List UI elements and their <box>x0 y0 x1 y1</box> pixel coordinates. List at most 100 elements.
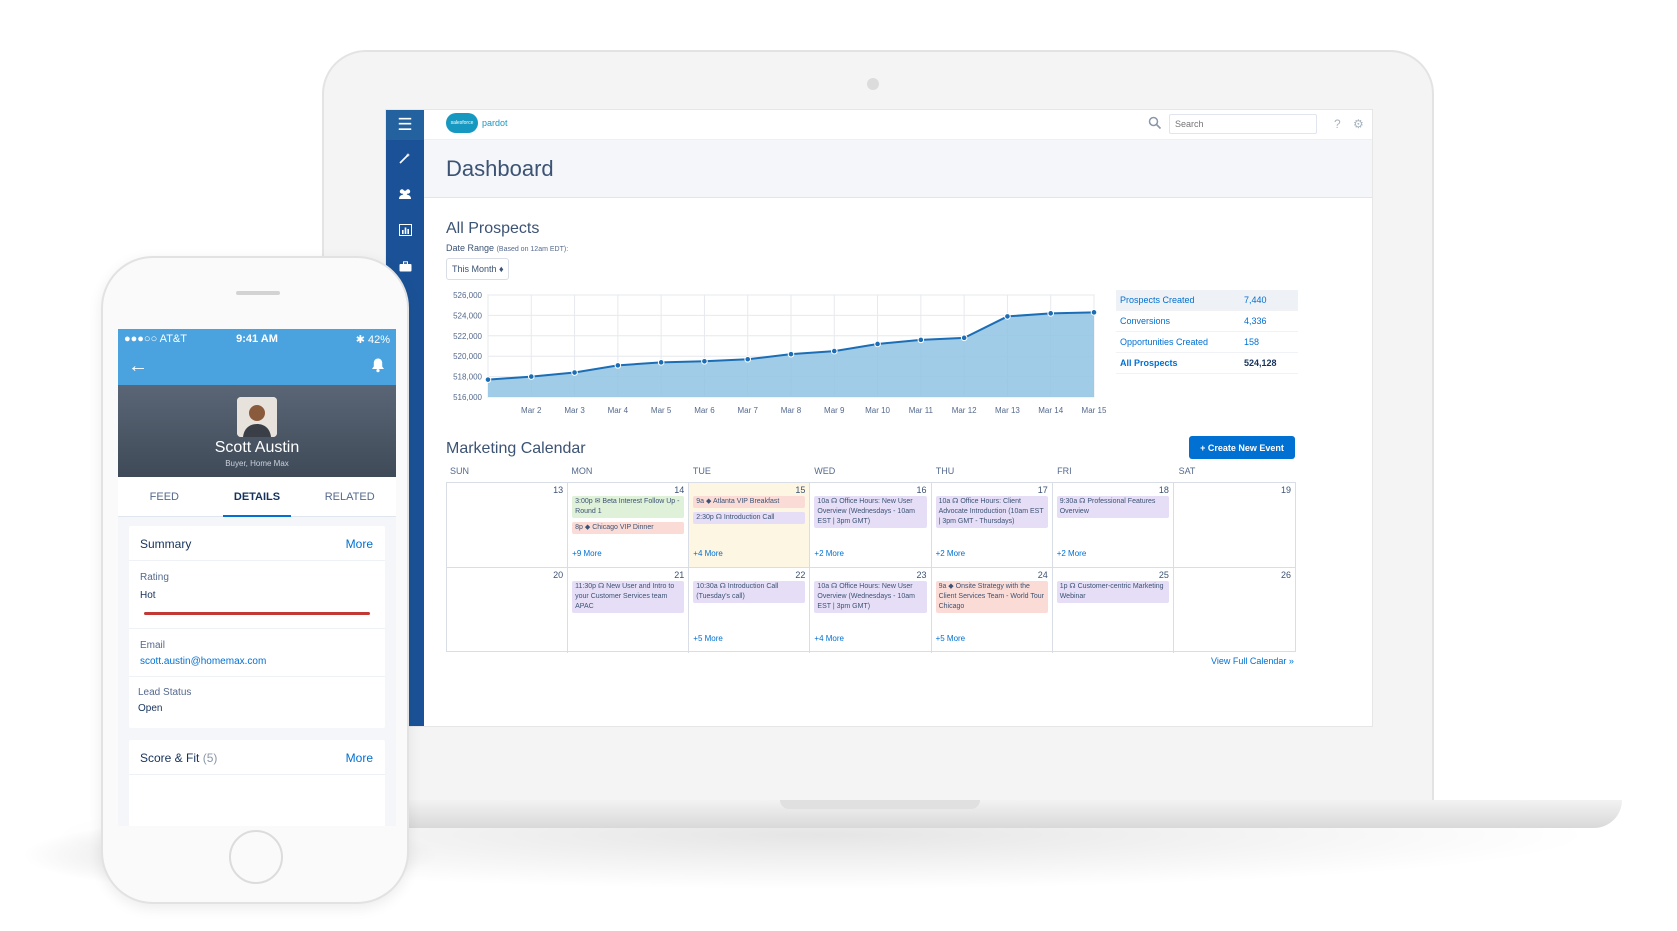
more-events-link[interactable]: +9 More <box>572 549 602 558</box>
calendar-date: 26 <box>1280 570 1291 580</box>
calendar-cell[interactable]: 16 10a ☊ Office Hours: New User Overview … <box>810 483 932 568</box>
more-events-link[interactable]: +5 More <box>935 634 966 643</box>
bell-icon[interactable] <box>370 357 386 373</box>
calendar-cell[interactable]: 26 <box>1174 568 1295 653</box>
email-link[interactable]: scott.austin@homemax.com <box>140 656 267 667</box>
date-range-note: (Based on 12am EDT): <box>496 246 569 253</box>
home-button[interactable] <box>229 830 283 884</box>
summary-more-link[interactable]: More <box>345 537 373 551</box>
calendar-event[interactable]: 10a ☊ Office Hours: New User Overview (W… <box>814 496 927 528</box>
calendar-event[interactable]: 1p ☊ Customer-centric Marketing Webinar <box>1056 581 1169 603</box>
stat-value: 4,336 <box>1244 316 1267 326</box>
wand-icon[interactable] <box>386 140 424 176</box>
calendar-event[interactable]: 10a ☊ Office Hours: New User Overview (W… <box>814 581 927 613</box>
prospects-stats: Prospects Created 7,440 Conversions 4,336 … <box>1116 290 1298 374</box>
calendar-cell[interactable]: 20 <box>447 568 569 653</box>
x-tick-label: Mar 15 <box>1082 406 1107 415</box>
calendar-day-header: SAT <box>1178 466 1196 476</box>
y-tick-label: 518,000 <box>453 373 482 382</box>
view-full-calendar-link[interactable]: View Full Calendar » <box>1211 656 1294 666</box>
calendar-day-headers: SUN MON TUE WED THU FRI SAT <box>446 466 1296 476</box>
chart-data-point <box>830 347 838 355</box>
chart-data-point <box>527 373 535 380</box>
chart-data-point <box>874 340 881 348</box>
chart-data-point <box>744 355 752 363</box>
stat-value: 524,128 <box>1244 358 1277 368</box>
calendar-event[interactable]: 9a ◆ Onsite Strategy with the Client Ser… <box>935 581 1048 613</box>
calendar-date: 19 <box>1280 485 1291 495</box>
more-events-link[interactable]: +4 More <box>693 549 723 558</box>
page-title: Dashboard <box>446 156 554 181</box>
help-icon[interactable]: ? <box>1334 117 1341 131</box>
calendar-date: 25 <box>1158 570 1169 580</box>
carrier-text: ●●●○○ AT&T <box>124 333 187 345</box>
briefcase-icon[interactable] <box>386 248 424 284</box>
divider <box>129 676 385 677</box>
stat-row[interactable]: Prospects Created 7,440 <box>1116 290 1298 311</box>
app-name: pardot <box>482 118 508 128</box>
score-title-text: Score & Fit <box>140 751 200 765</box>
x-tick-label: Mar 12 <box>952 406 977 415</box>
contact-role: Buyer, Home Max <box>225 459 289 468</box>
calendar-cell[interactable]: 19 <box>1173 483 1295 568</box>
tab-related[interactable]: RELATED <box>324 491 375 503</box>
stat-row[interactable]: Conversions 4,336 <box>1116 311 1298 332</box>
calendar-day-header: FRI <box>1057 466 1072 476</box>
more-events-link[interactable]: +2 More <box>1056 549 1087 558</box>
calendar-cell[interactable]: 23 10a ☊ Office Hours: New User Overview … <box>810 568 932 653</box>
chart-icon[interactable] <box>386 212 424 248</box>
divider <box>129 774 385 775</box>
tab-details[interactable]: DETAILS <box>211 477 304 517</box>
calendar-title: Marketing Calendar <box>446 440 586 457</box>
x-tick-label: Mar 6 <box>694 406 715 415</box>
calendar-cell[interactable]: 18 9:30a ☊ Professional Features Overview… <box>1052 483 1174 568</box>
summary-title: Summary <box>140 537 192 551</box>
more-events-link[interactable]: +2 More <box>935 549 966 558</box>
stat-row[interactable]: Opportunities Created 158 <box>1116 332 1298 353</box>
x-tick-label: Mar 2 <box>521 406 542 415</box>
calendar-cell[interactable]: 21 11:30p ☊ New User and Intro to your Cu… <box>568 568 690 653</box>
chart-data-point <box>787 350 795 358</box>
date-range-select[interactable]: This Month ♦ <box>446 258 509 280</box>
calendar-event[interactable]: 2:30p ☊ Introduction Call <box>693 512 806 524</box>
calendar-cell[interactable]: 22 10:30a ☊ Introduction Call (Tuesday's … <box>689 568 811 653</box>
calendar-cell[interactable]: 25 1p ☊ Customer-centric Marketing Webina… <box>1053 568 1174 653</box>
more-events-link[interactable]: +2 More <box>814 549 844 558</box>
people-icon[interactable] <box>386 176 424 212</box>
calendar-event[interactable]: 9a ◆ Atlanta VIP Breakfast <box>693 496 806 508</box>
calendar-event[interactable]: 10:30a ☊ Introduction Call (Tuesday's ca… <box>693 581 806 603</box>
laptop-camera <box>867 78 879 90</box>
tab-feed[interactable]: FEED <box>149 491 179 503</box>
calendar-event[interactable]: 9:30a ☊ Professional Features Overview <box>1056 496 1169 518</box>
calendar-event[interactable]: 3:00p ✉ Beta Interest Follow Up - Round … <box>572 496 685 518</box>
back-arrow-icon[interactable]: ← <box>128 355 148 377</box>
calendar-cell[interactable]: 14 3:00p ✉ Beta Interest Follow Up - Roun… <box>568 483 690 568</box>
prospects-chart: 516,000 518,000 520,000 522,000 524,000 526,0… <box>453 291 1107 415</box>
x-tick-label: Mar 13 <box>995 406 1020 415</box>
calendar-cell[interactable]: 15 9a ◆ Atlanta VIP Breakfast 2:30p ☊ Intr… <box>689 483 811 568</box>
search-input[interactable] <box>1169 114 1317 134</box>
calendar-date: 22 <box>795 570 806 580</box>
calendar-date: 21 <box>674 570 685 580</box>
calendar-event[interactable]: 11:30p ☊ New User and Intro to your Cust… <box>572 581 685 613</box>
calendar-cell[interactable]: 13 <box>447 483 569 568</box>
score-more-link[interactable]: More <box>345 751 373 765</box>
date-range-text: Date Range <box>446 243 495 253</box>
calendar-cell[interactable]: 24 9a ◆ Onsite Strategy with the Client S… <box>932 568 1053 653</box>
settings-icon[interactable]: ⚙ <box>1353 117 1364 131</box>
phone-screen: ●●●○○ AT&T 9:41 AM ✱ 42% ← Scott Austin … <box>118 329 396 826</box>
calendar-event[interactable]: 8p ◆ Chicago VIP Dinner <box>572 522 685 534</box>
menu-icon[interactable]: ☰ <box>386 110 424 140</box>
calendar-date: 14 <box>674 485 685 495</box>
stat-row[interactable]: All Prospects 524,128 <box>1116 353 1298 374</box>
calendar-cell[interactable]: 17 10a ☊ Office Hours: Client Advocate In… <box>931 483 1053 568</box>
search-icon[interactable] <box>1148 116 1162 130</box>
avatar[interactable] <box>237 397 277 437</box>
more-events-link[interactable]: +5 More <box>693 634 723 643</box>
calendar-event[interactable]: 10a ☊ Office Hours: Client Advocate Intr… <box>935 496 1048 528</box>
battery-text: ✱ 42% <box>355 334 390 346</box>
more-events-link[interactable]: +4 More <box>814 634 844 643</box>
score-card: Score & Fit (5) More <box>129 740 385 826</box>
calendar-date: 13 <box>553 485 564 495</box>
create-event-button[interactable]: + Create New Event <box>1189 436 1295 459</box>
